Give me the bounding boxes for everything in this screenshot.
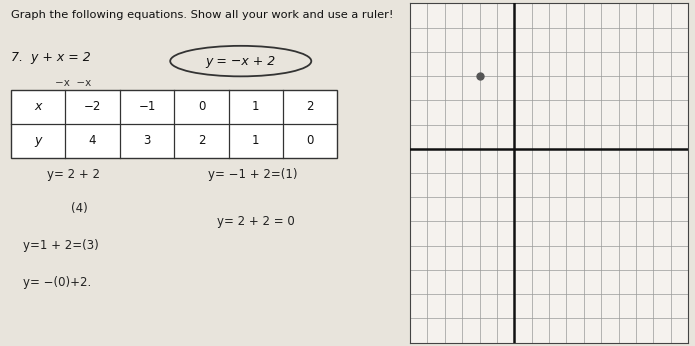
Text: −2: −2 — [84, 100, 101, 113]
Text: x: x — [35, 100, 42, 113]
Text: 0: 0 — [306, 134, 314, 147]
Text: 2: 2 — [197, 134, 205, 147]
Text: y= 2 + 2 = 0: y= 2 + 2 = 0 — [217, 215, 294, 228]
Text: y=1 + 2=(3): y=1 + 2=(3) — [23, 239, 99, 252]
Text: Graph the following equations. Show all your work and use a ruler!: Graph the following equations. Show all … — [11, 10, 393, 20]
Text: 2: 2 — [306, 100, 314, 113]
Text: y: y — [35, 134, 42, 147]
Text: −1: −1 — [138, 100, 156, 113]
Text: y = −x + 2: y = −x + 2 — [206, 55, 276, 67]
Text: 0: 0 — [198, 100, 205, 113]
Text: 7.  y + x = 2: 7. y + x = 2 — [11, 51, 91, 64]
Text: 4: 4 — [89, 134, 97, 147]
Text: 3: 3 — [143, 134, 151, 147]
Text: (4): (4) — [72, 202, 88, 215]
Text: 1: 1 — [252, 100, 260, 113]
Text: 1: 1 — [252, 134, 260, 147]
Text: −x  −x: −x −x — [56, 78, 92, 88]
Text: y= −1 + 2=(1): y= −1 + 2=(1) — [208, 168, 298, 181]
Text: y= −(0)+2.: y= −(0)+2. — [23, 276, 91, 289]
FancyBboxPatch shape — [11, 90, 338, 158]
Text: y= 2 + 2: y= 2 + 2 — [47, 168, 100, 181]
